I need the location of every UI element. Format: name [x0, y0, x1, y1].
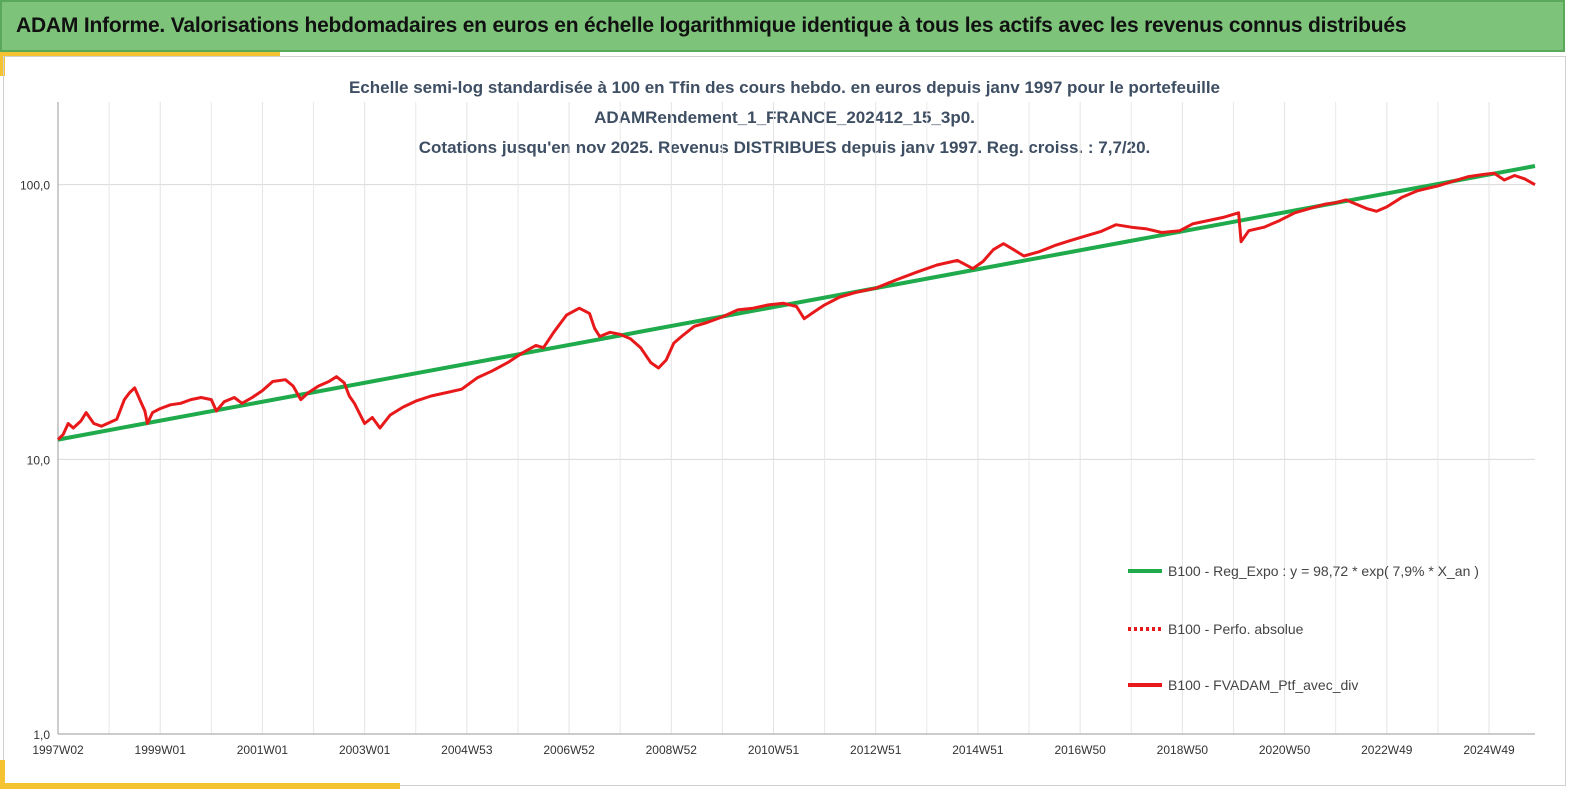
x-tick-label: 2008W52: [646, 743, 698, 757]
chart-title-line-1: Echelle semi-log standardisée à 100 en T…: [348, 78, 1221, 97]
x-tick-label: 1999W01: [135, 743, 187, 757]
x-tick-label: 2003W01: [339, 743, 391, 757]
chart-frame: [3, 56, 1566, 786]
chart-title-line-2: ADAMRendement_1_FRANCE_202412_15_3p0.: [594, 108, 975, 127]
accent-bar-bottom: [0, 783, 400, 789]
y-tick-label: 10,0: [27, 453, 51, 467]
legend-entry: B100 - FVADAM_Ptf_avec_div: [1168, 677, 1358, 693]
x-tick-label: 2024W49: [1463, 743, 1515, 757]
x-tick-label: 2010W51: [748, 743, 800, 757]
legend: B100 - Reg_Expo : y = 98,72 * exp( 7,9% …: [1128, 563, 1479, 693]
x-tick-label: 2016W50: [1054, 743, 1106, 757]
series-layer: [56, 164, 1536, 442]
chart-title-line-3: Cotations jusqu'en nov 2025. Revenus DIS…: [418, 138, 1151, 157]
report-header: ADAM Informe. Valorisations hebdomadaire…: [0, 0, 1565, 52]
report-title: ADAM Informe. Valorisations hebdomadaire…: [16, 14, 1407, 37]
x-tick-label: 2001W01: [237, 743, 289, 757]
series-line-reg-expo: [57, 164, 1536, 442]
accent-bar-top: [0, 52, 280, 57]
x-tick-label: 2014W51: [952, 743, 1004, 757]
legend-entry: B100 - Perfo. absolue: [1168, 621, 1304, 637]
series-line-ptf-avec-div: [56, 171, 1536, 441]
accent-bar-bottom-vertical: [0, 760, 5, 789]
x-tick-label: 2004W53: [441, 743, 493, 757]
grid-lines: [57, 102, 1535, 735]
y-tick-label: 1,0: [33, 728, 50, 742]
x-tick-label: 2012W51: [850, 743, 902, 757]
x-tick-label: 2018W50: [1157, 743, 1209, 757]
legend-entry: B100 - Reg_Expo : y = 98,72 * exp( 7,9% …: [1168, 563, 1479, 579]
y-tick-label: 100,0: [20, 179, 50, 193]
x-tick-label: 2022W49: [1361, 743, 1413, 757]
x-tick-label: 2006W52: [543, 743, 595, 757]
axes: 1,0 10,0 100,0 1997W02 1999W01 2001W01 2003W01…: [20, 102, 1535, 757]
accent-bar-top-vertical: [0, 52, 5, 76]
x-tick-label: 2020W50: [1259, 743, 1311, 757]
x-tick-label: 1997W02: [32, 743, 84, 757]
